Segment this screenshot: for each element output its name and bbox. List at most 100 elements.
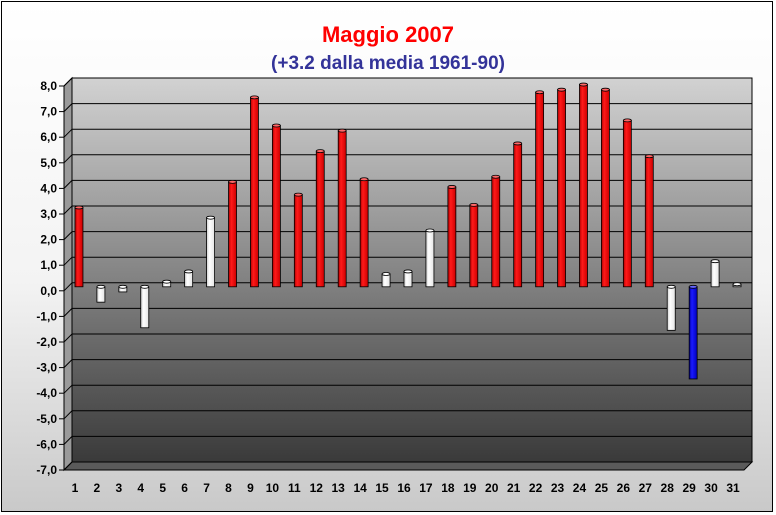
x-tick-label: 4 bbox=[137, 481, 144, 495]
x-tick-label: 12 bbox=[310, 481, 324, 495]
gridline bbox=[63, 410, 752, 420]
x-tick-label: 6 bbox=[181, 481, 188, 495]
bar-body bbox=[710, 260, 720, 288]
bar-body bbox=[74, 207, 84, 288]
bar bbox=[579, 82, 588, 288]
bar-body bbox=[381, 273, 391, 288]
gridline bbox=[63, 77, 752, 87]
bar-body bbox=[337, 130, 347, 288]
bar-cap bbox=[666, 284, 676, 289]
bar-cap bbox=[491, 174, 501, 179]
bar bbox=[644, 154, 654, 288]
plot-side-wall bbox=[63, 76, 73, 472]
bar-body bbox=[206, 217, 215, 288]
bar-cap bbox=[271, 123, 281, 128]
bar-body bbox=[557, 89, 566, 288]
x-tick-label: 25 bbox=[595, 481, 609, 495]
gridline bbox=[63, 231, 752, 240]
bar-body bbox=[688, 286, 698, 380]
x-tick-label: 18 bbox=[441, 481, 455, 495]
y-tick-label: 7,0 bbox=[40, 105, 57, 119]
y-tick-label: -5,0 bbox=[36, 412, 57, 426]
x-tick-label: 5 bbox=[159, 481, 166, 495]
gridline bbox=[63, 179, 752, 189]
bar bbox=[250, 95, 259, 288]
bar-cap bbox=[337, 128, 347, 133]
bar-cap bbox=[315, 149, 325, 154]
gridline bbox=[63, 435, 752, 445]
bar bbox=[96, 284, 106, 303]
bar-cap bbox=[622, 118, 632, 123]
gridline bbox=[63, 128, 752, 138]
gridline bbox=[63, 205, 752, 215]
x-tick-label: 26 bbox=[617, 481, 631, 495]
bar bbox=[557, 87, 566, 288]
bar bbox=[622, 118, 632, 288]
bar bbox=[293, 192, 303, 288]
bar-body bbox=[469, 204, 479, 288]
bar bbox=[447, 185, 457, 288]
x-tick-label: 3 bbox=[115, 481, 122, 495]
bar-body bbox=[666, 286, 676, 331]
bar bbox=[403, 269, 413, 288]
plot-area bbox=[71, 77, 753, 463]
x-tick-label: 10 bbox=[266, 481, 280, 495]
x-tick-label: 16 bbox=[397, 481, 411, 495]
bar-cap bbox=[425, 228, 435, 233]
x-tick-label: 19 bbox=[463, 481, 477, 495]
bar bbox=[359, 177, 369, 288]
bar-body bbox=[579, 84, 588, 288]
x-tick-label: 21 bbox=[507, 481, 521, 495]
bar-body bbox=[315, 150, 325, 288]
bar-cap bbox=[250, 95, 259, 100]
x-tick-label: 30 bbox=[704, 481, 718, 495]
y-tick-label: 8,0 bbox=[40, 79, 57, 93]
x-tick-label: 14 bbox=[353, 481, 367, 495]
bar-cap bbox=[513, 141, 523, 146]
bar-cap bbox=[579, 82, 588, 87]
bar-body bbox=[250, 96, 259, 288]
bar-cap bbox=[710, 259, 720, 264]
y-tick-label: 3,0 bbox=[40, 207, 57, 221]
bar-cap bbox=[74, 205, 84, 210]
x-tick-label: 24 bbox=[573, 481, 587, 495]
gridline bbox=[63, 154, 752, 164]
bar-body bbox=[535, 91, 545, 288]
y-tick-label: 1,0 bbox=[40, 258, 57, 272]
bar-cap bbox=[293, 192, 303, 197]
bar bbox=[206, 215, 215, 288]
bar-body bbox=[96, 286, 106, 303]
bar-cap bbox=[118, 284, 128, 289]
x-tick-label: 31 bbox=[726, 481, 740, 495]
bar bbox=[469, 202, 479, 288]
bar-body bbox=[359, 178, 369, 288]
x-tick-label: 27 bbox=[639, 481, 653, 495]
y-tick-label: -7,0 bbox=[36, 463, 57, 477]
chart-title: Maggio 2007 bbox=[321, 22, 455, 47]
bar bbox=[337, 128, 347, 288]
bar-body bbox=[644, 155, 654, 288]
bar-body bbox=[228, 181, 237, 288]
x-tick-label: 28 bbox=[661, 481, 675, 495]
x-tick-label: 23 bbox=[551, 481, 565, 495]
bar bbox=[688, 284, 698, 380]
bar-body bbox=[513, 143, 523, 288]
bar bbox=[140, 284, 150, 329]
bar-cap bbox=[732, 282, 742, 287]
bar bbox=[271, 123, 281, 288]
bar bbox=[315, 149, 325, 288]
x-tick-label: 9 bbox=[247, 481, 254, 495]
bar-body bbox=[293, 194, 303, 288]
gridline bbox=[63, 282, 752, 292]
bar-body bbox=[447, 186, 457, 288]
x-tick-label: 17 bbox=[419, 481, 433, 495]
bar-cap bbox=[688, 284, 698, 289]
bar-body bbox=[601, 89, 610, 288]
y-tick-label: -2,0 bbox=[36, 335, 57, 349]
bar-cap bbox=[184, 269, 194, 274]
bar bbox=[535, 90, 545, 288]
bar-cap bbox=[381, 272, 391, 276]
bar-body bbox=[140, 286, 150, 329]
bar-cap bbox=[228, 179, 237, 184]
